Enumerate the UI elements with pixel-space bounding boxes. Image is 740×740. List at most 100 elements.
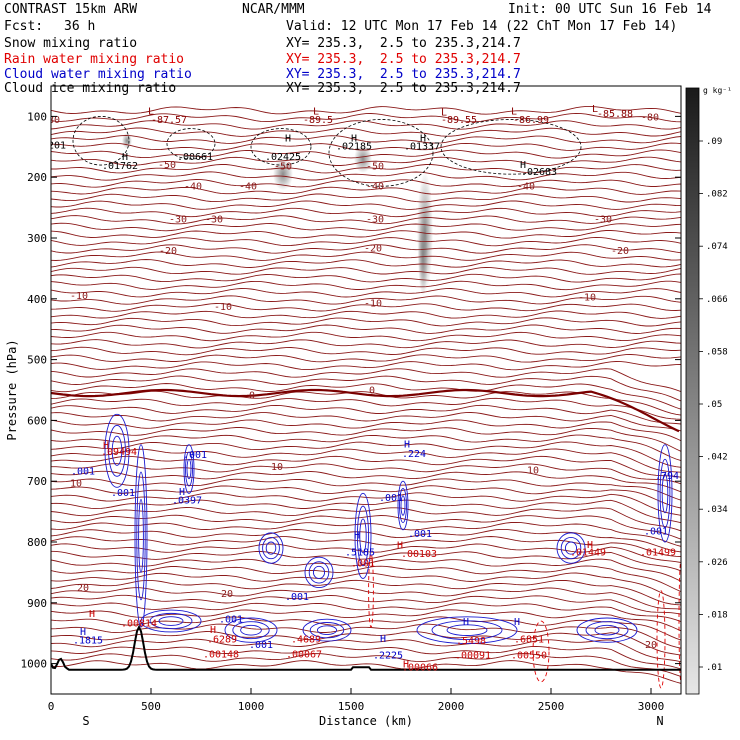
isotherm-73 (51, 638, 681, 663)
cloud-water-contour-4-2 (312, 565, 326, 579)
cloud-water-contour-1-1 (136, 471, 146, 601)
extrema-label-52: .00148 (203, 649, 239, 660)
extrema-label-24: H (404, 440, 410, 451)
cloud-water-contour-11-1 (309, 622, 345, 639)
extrema-label-25: .224 (402, 449, 426, 460)
temperature-label-1: -80 (641, 112, 659, 123)
rain-contour-3 (678, 559, 681, 683)
cloud-water-contour-12-2 (446, 624, 488, 636)
extrema-label-36: .00103 (401, 549, 437, 560)
x-tick-label-4: 2000 (438, 700, 465, 713)
isotherm-45 (51, 434, 681, 462)
cloud-water-contour-13-2 (594, 624, 620, 636)
temperature-label-10: -30 (205, 215, 223, 226)
cloud-water-contour-6-2 (400, 495, 406, 516)
isotherm-46 (51, 441, 681, 468)
colorbar-tick-label-8: .074 (706, 242, 728, 252)
temperature-label-22: 10 (70, 478, 82, 489)
isotherm-29 (51, 317, 681, 327)
extrema-label-23: .09494 (101, 447, 137, 458)
field-name-snow: Snow mixing ratio (4, 36, 138, 51)
cloud-water-contour-4-0 (304, 556, 334, 589)
extrema-label-57: .2225 (373, 650, 403, 661)
temperature-label-19: -10 (578, 292, 596, 303)
x-end-label: N (656, 714, 663, 728)
temperature-label-26: 20 (221, 589, 233, 600)
extrema-label-9: -85.88 (597, 109, 633, 120)
isotherm-61 (51, 550, 681, 572)
extrema-label-32: .001 (408, 529, 432, 540)
temperature-label-12: -30 (594, 215, 612, 226)
y-tick-label-5: 600 (27, 414, 47, 427)
isotherm-70 (51, 616, 681, 641)
field-xy-snow: XY= 235.3, 2.5 to 235.3,214.7 (286, 36, 521, 51)
extrema-label-56: H (380, 634, 386, 645)
extrema-label-1: -87.57 (151, 115, 187, 126)
snow-shading-0 (273, 158, 293, 191)
isotherm-49 (51, 463, 681, 485)
extrema-label-29: H (179, 487, 185, 498)
isotherm-10 (51, 179, 681, 188)
isotherm-20 (51, 251, 681, 261)
extrema-label-27: .001 (183, 450, 207, 461)
extrema-label-41: .01499 (640, 548, 676, 559)
x-tick-label-6: 3000 (638, 700, 665, 713)
field-name-cloud-ice: Cloud ice mixing ratio (4, 81, 177, 96)
isotherm-65 (51, 579, 681, 606)
extrema-label-48: H (80, 627, 86, 638)
isotherm-36 (51, 368, 681, 393)
field-name-rain: Rain water mixing ratio (4, 52, 185, 67)
isotherm-25 (51, 288, 681, 298)
extrema-label-50: H (210, 625, 216, 636)
cloud-water-contour-5-0 (354, 492, 372, 579)
colorbar-tick-label-3: .034 (706, 505, 728, 515)
extrema-label-3: -89.5 (303, 115, 333, 126)
colorbar (685, 87, 700, 695)
model-title: CONTRAST 15km ARW (4, 2, 138, 17)
isotherm-0 (51, 105, 681, 115)
extrema-label-28: .001 (111, 488, 135, 499)
extrema-label-4: L (441, 108, 447, 119)
extrema-label-2: L (313, 106, 319, 117)
isotherm-57 (51, 521, 681, 547)
colorbar-tick-label-6: .058 (706, 347, 728, 357)
extrema-label-19: .01337 (404, 142, 440, 153)
cloud-water-contour-11-2 (316, 625, 338, 635)
snow-shading-4 (122, 132, 132, 149)
isotherm-17 (51, 230, 681, 239)
init-time: Init: 00 UTC Sun 16 Feb 14 (508, 2, 712, 17)
extrema-label-22: H (103, 441, 109, 452)
isotherm-6 (51, 149, 681, 159)
cloud-water-contour-6-0 (397, 480, 409, 531)
colorbar-tick-label-4: .042 (706, 453, 728, 463)
isotherm-68 (51, 602, 681, 623)
temperature-label-2: -50 (158, 160, 176, 171)
cloud-water-contour-7-1 (560, 536, 582, 560)
isotherm-9 (51, 171, 681, 181)
cloud-water-contour-10-1 (232, 621, 270, 640)
colorbar-tick-label-7: .066 (706, 295, 728, 305)
cloud-ice-contour-1 (166, 128, 216, 160)
temperature-label-3: -50 (274, 162, 292, 173)
isotherm-14 (51, 207, 681, 218)
isotherm-38 (51, 383, 681, 410)
temperature-label-14: -20 (364, 244, 382, 255)
isotherm-16 (51, 222, 681, 232)
rain-contour-2 (656, 590, 666, 689)
x-axis-title: Distance (km) (319, 714, 413, 728)
isotherm-75 (51, 652, 681, 677)
valid-time: Valid: 12 UTC Mon 17 Feb 14 (22 ChT Mon … (286, 19, 678, 34)
isotherm-54 (51, 499, 681, 524)
isotherm-19 (51, 244, 681, 254)
extrema-label-17: .02425 (265, 152, 301, 163)
cloud-water-contour-3-0 (258, 532, 284, 564)
x-tick-label-5: 2500 (538, 700, 565, 713)
temperature-label-6: -40 (239, 182, 257, 193)
isotherm-1 (51, 112, 681, 123)
colorbar-tick-label-2: .026 (706, 558, 728, 568)
isotherm-51 (51, 478, 681, 501)
extrema-label-20: H (520, 160, 526, 171)
colorbar-tick-label-1: .018 (706, 610, 728, 620)
isotherm-27 (51, 303, 681, 312)
isotherm-71 (51, 623, 681, 649)
